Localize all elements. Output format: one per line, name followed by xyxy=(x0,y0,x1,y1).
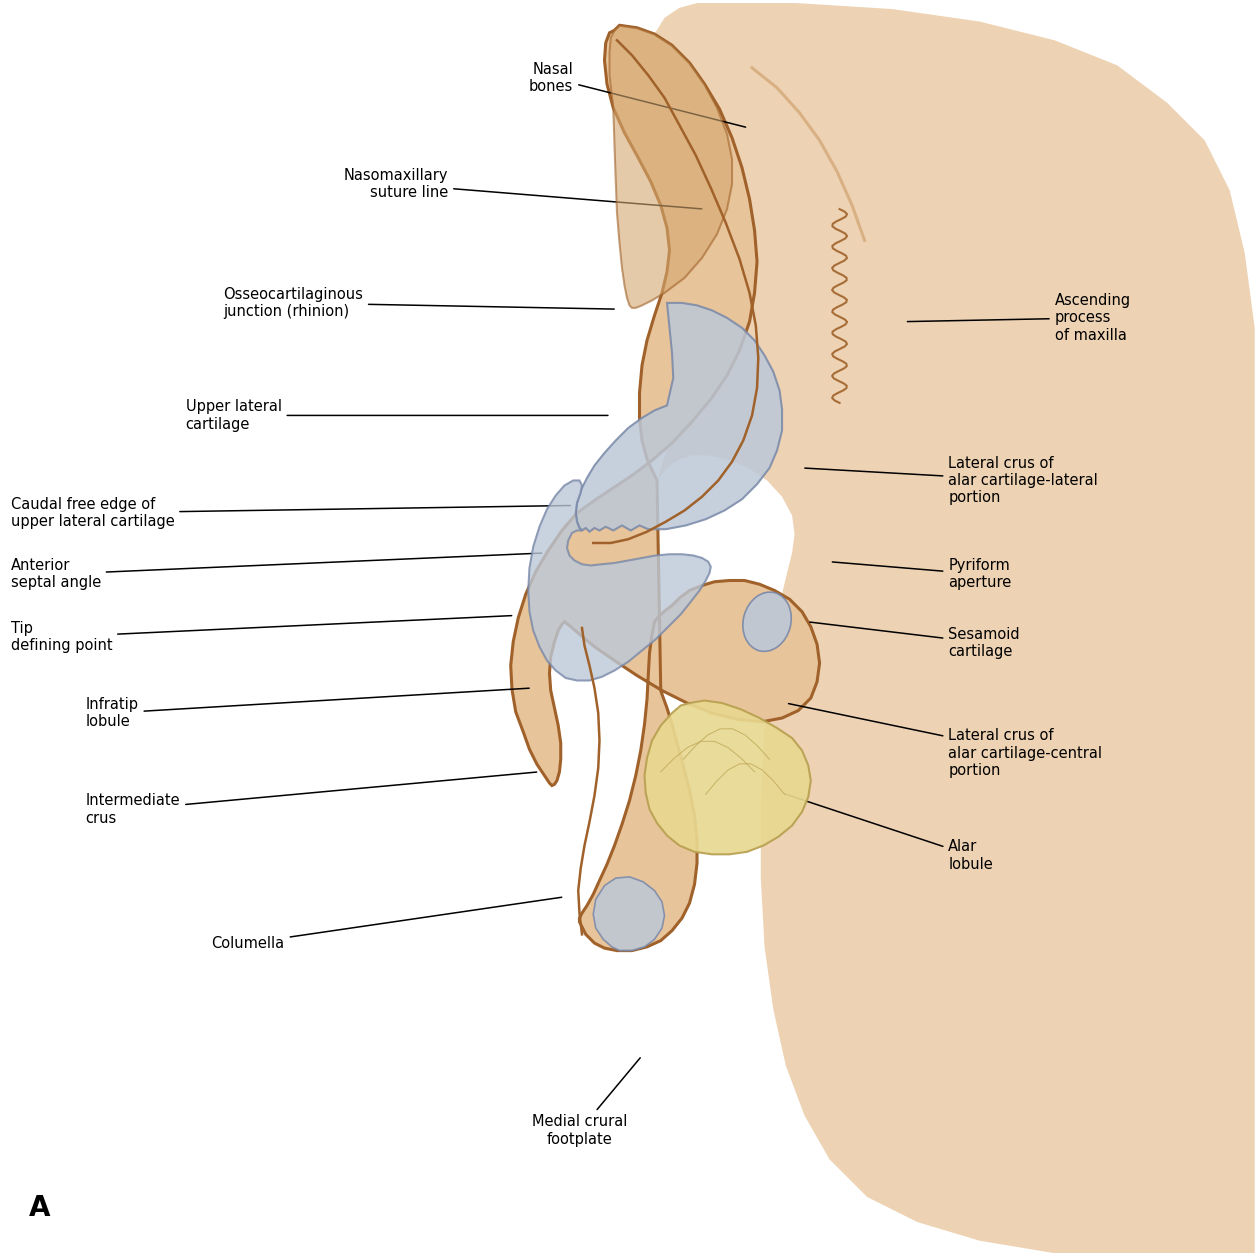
Polygon shape xyxy=(609,25,731,308)
Text: Alar
lobule: Alar lobule xyxy=(784,794,993,872)
Text: Upper lateral
cartilage: Upper lateral cartilage xyxy=(185,399,608,432)
Polygon shape xyxy=(593,877,665,951)
Text: Ascending
process
of maxilla: Ascending process of maxilla xyxy=(908,293,1131,343)
Text: Intermediate
crus: Intermediate crus xyxy=(86,772,536,825)
Text: Anterior
septal angle: Anterior septal angle xyxy=(10,553,541,590)
Text: Sesamoid
cartilage: Sesamoid cartilage xyxy=(810,622,1020,659)
Text: Pyriform
aperture: Pyriform aperture xyxy=(832,558,1012,590)
Text: Osseocartilaginous
junction (rhinion): Osseocartilaginous junction (rhinion) xyxy=(223,286,614,319)
Text: Lateral crus of
alar cartilage-central
portion: Lateral crus of alar cartilage-central p… xyxy=(788,703,1103,777)
Polygon shape xyxy=(529,481,711,681)
Text: Medial crural
footplate: Medial crural footplate xyxy=(531,1058,641,1147)
Polygon shape xyxy=(645,701,811,854)
Text: A: A xyxy=(29,1194,50,1222)
Polygon shape xyxy=(511,25,820,951)
Polygon shape xyxy=(645,3,1255,1253)
Text: Nasal
bones: Nasal bones xyxy=(529,62,745,127)
Text: Infratip
lobule: Infratip lobule xyxy=(86,688,529,730)
Text: Lateral crus of
alar cartilage-lateral
portion: Lateral crus of alar cartilage-lateral p… xyxy=(805,456,1098,505)
Text: Tip
defining point: Tip defining point xyxy=(10,615,511,653)
Text: Caudal free edge of
upper lateral cartilage: Caudal free edge of upper lateral cartil… xyxy=(10,497,570,529)
Ellipse shape xyxy=(743,592,791,652)
Polygon shape xyxy=(575,303,782,531)
Text: Nasomaxillary
suture line: Nasomaxillary suture line xyxy=(344,168,701,208)
Text: Columella: Columella xyxy=(212,897,562,951)
